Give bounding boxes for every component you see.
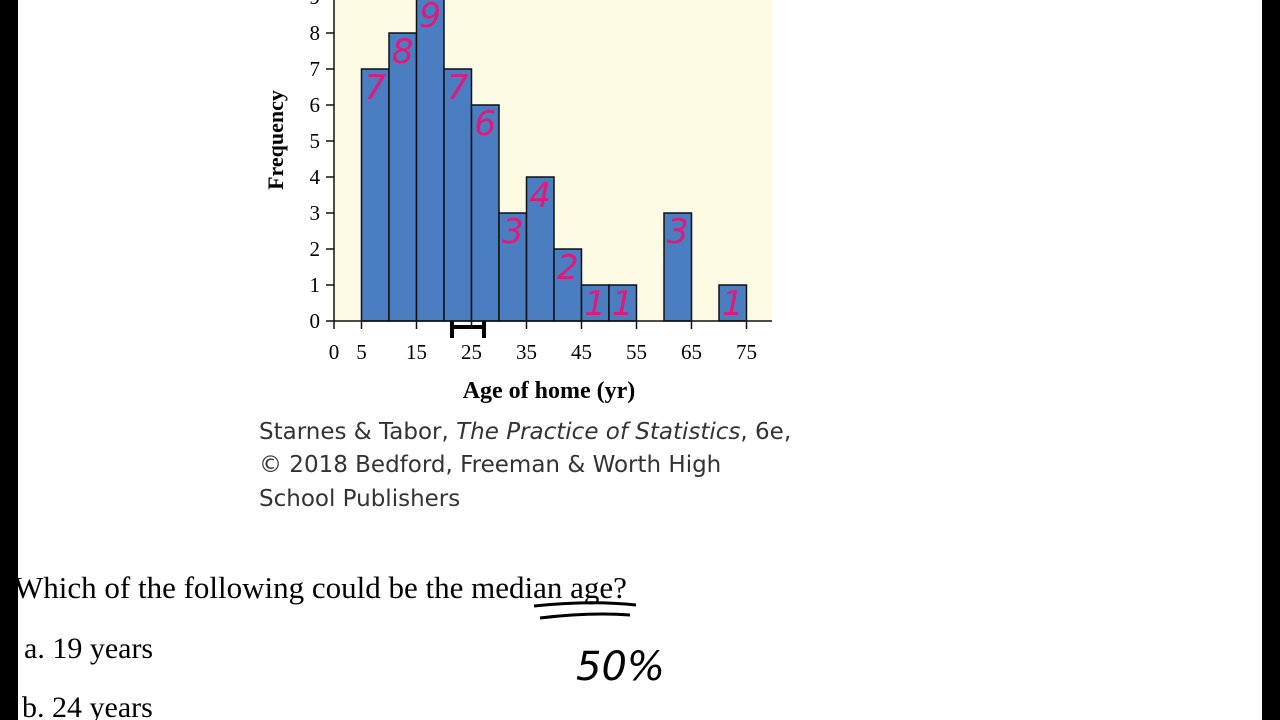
x-tick-label: 65 xyxy=(681,340,702,364)
option: a. 19 years xyxy=(24,632,153,665)
data-label: 3 xyxy=(667,212,689,252)
y-tick-label: 7 xyxy=(310,57,321,81)
y-axis-label: Frequency xyxy=(263,90,288,190)
bar xyxy=(553,248,583,322)
caption-edition: , 6e, xyxy=(740,419,791,445)
bar xyxy=(443,68,473,322)
caption-line: School Publishers xyxy=(259,486,460,512)
x-tick-label: 75 xyxy=(736,340,757,364)
bar xyxy=(498,212,528,322)
y-tick-label: 0 xyxy=(310,309,321,333)
x-tick-label: 35 xyxy=(516,340,537,364)
bar xyxy=(608,284,638,322)
handwritten-note: 50% xyxy=(576,644,665,690)
option: b. 24 years xyxy=(22,691,153,720)
bar xyxy=(360,68,390,322)
data-label: 2 xyxy=(557,248,579,288)
y-tick-label: 3 xyxy=(310,201,321,225)
data-label: 7 xyxy=(364,68,386,108)
bar xyxy=(663,212,693,322)
caption-book: The Practice of Statistics xyxy=(456,419,740,445)
y-tick-label: 2 xyxy=(310,237,321,261)
x-tick-label: 0 xyxy=(329,340,340,364)
bar xyxy=(525,176,555,322)
data-label: 1 xyxy=(584,284,606,324)
data-label: 6 xyxy=(474,104,496,144)
handwritten-underline xyxy=(533,601,637,620)
x-tick-label: 15 xyxy=(406,340,427,364)
caption-authors: Starnes & Tabor, xyxy=(259,419,449,445)
x-tick-label: 55 xyxy=(626,340,647,364)
bar xyxy=(580,284,610,322)
x-tick-label: 25 xyxy=(461,340,482,364)
bar xyxy=(388,32,418,322)
y-tick-label: 4 xyxy=(310,165,321,189)
data-label: 1 xyxy=(722,284,744,324)
y-tick-label: 6 xyxy=(310,93,321,117)
y-tick-label: 5 xyxy=(310,129,321,153)
bar xyxy=(415,0,445,322)
x-tick-label: 5 xyxy=(356,340,367,364)
x-axis-label: Age of home (yr) xyxy=(463,378,636,404)
data-label: 3 xyxy=(502,212,524,252)
data-label: 1 xyxy=(612,284,634,324)
data-label: 7 xyxy=(447,68,469,108)
caption-line: Starnes & Tabor, The Practice of Statist… xyxy=(259,419,791,445)
data-label: 8 xyxy=(392,32,414,72)
data-label: 9 xyxy=(419,0,441,36)
x-tick-label: 45 xyxy=(571,340,592,364)
question: Which of the following could be the medi… xyxy=(14,570,627,605)
bar xyxy=(718,284,748,322)
caption-line: © 2018 Bedford, Freeman & Worth High xyxy=(259,452,721,478)
y-tick-label: 8 xyxy=(310,21,321,45)
data-label: 4 xyxy=(529,176,551,216)
y-tick-label: 1 xyxy=(310,273,321,297)
y-tick-label: 9 xyxy=(310,0,321,9)
